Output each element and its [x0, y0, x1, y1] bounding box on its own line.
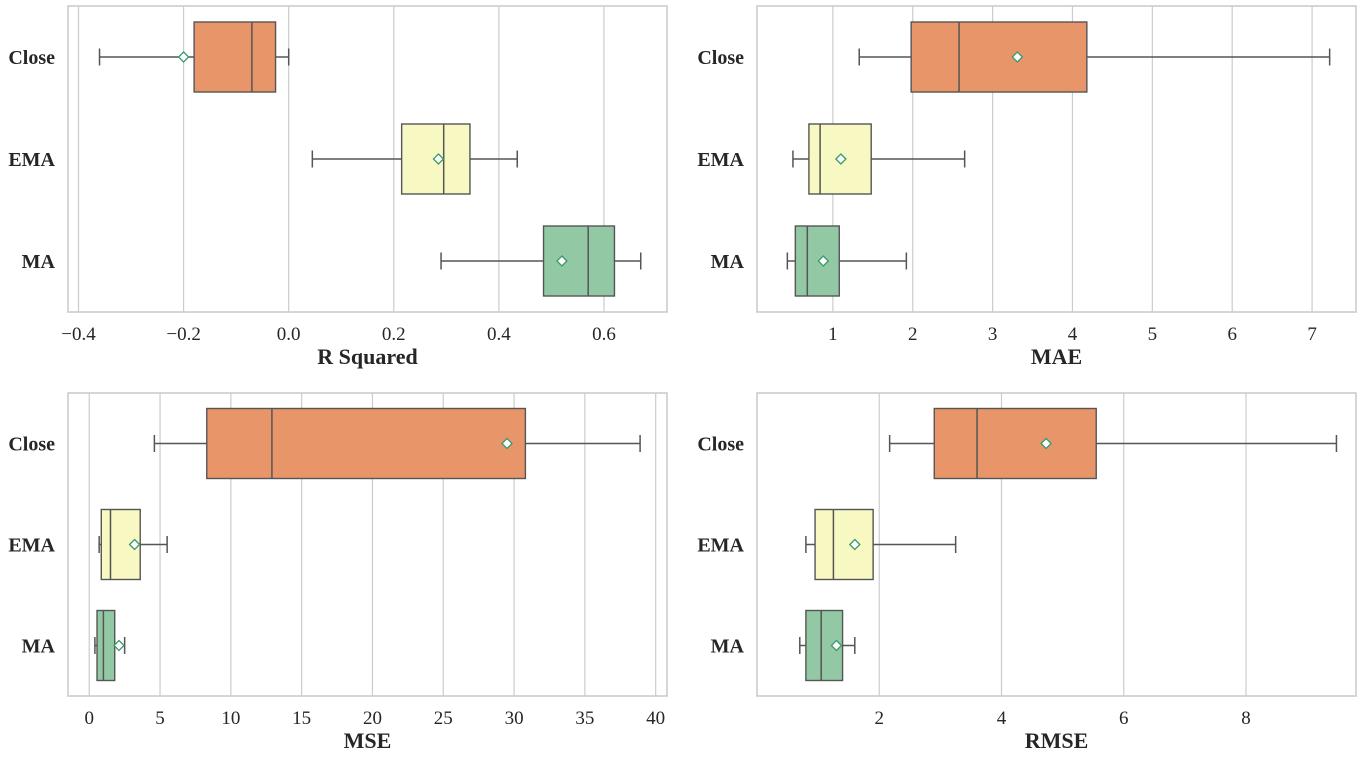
x-tick-label: 2	[874, 708, 884, 729]
x-tick-label: 2	[908, 324, 918, 345]
ma-mean-marker	[555, 255, 568, 267]
x-axis-title: RMSE	[1025, 728, 1089, 753]
category-label-ma: MA	[711, 251, 745, 273]
ema-box	[814, 508, 874, 581]
x-tick-label: 0	[84, 708, 94, 729]
x-tick-label: 6	[1119, 708, 1129, 729]
category-label-ema: EMA	[697, 149, 744, 171]
plot-frame	[67, 392, 668, 697]
x-tick-label: 8	[1241, 708, 1251, 729]
x-axis-title: MSE	[344, 728, 392, 753]
x-axis-title: MAE	[1031, 344, 1082, 369]
x-tick-label: 1	[828, 324, 838, 345]
category-label-close: Close	[697, 47, 744, 69]
ma-box	[794, 225, 840, 297]
ma-mean-marker	[817, 255, 830, 267]
x-tick-label: 0.0	[277, 324, 301, 345]
ma-mean-marker	[113, 639, 125, 652]
x-tick-label: 5	[1148, 324, 1158, 345]
x-tick-label: 4	[1068, 324, 1078, 345]
close-mean-marker	[501, 437, 513, 450]
category-label-ema: EMA	[8, 149, 55, 171]
category-label-ema: EMA	[697, 535, 744, 557]
x-tick-label: 10	[221, 708, 240, 729]
ma-box	[96, 609, 116, 682]
close-mean-marker	[1011, 51, 1024, 63]
plot-frame	[756, 5, 1357, 313]
x-tick-label: −0.4	[61, 324, 96, 345]
ema-mean-marker	[834, 153, 847, 165]
x-axis-title: R Squared	[317, 344, 417, 369]
close-box	[206, 407, 527, 480]
panel-mae: Close EMA MA 1 2 3 4 5 6 7 MAE	[697, 5, 1357, 369]
x-tick-label: 0.4	[487, 324, 511, 345]
x-tick-label: 6	[1227, 324, 1237, 345]
ma-box	[542, 225, 616, 297]
close-mean-marker	[177, 51, 190, 63]
x-tick-label: 20	[363, 708, 382, 729]
category-label-ma: MA	[711, 636, 745, 658]
category-label-close: Close	[8, 434, 55, 456]
category-label-close: Close	[8, 47, 55, 69]
x-tick-label: 35	[575, 708, 594, 729]
ema-mean-marker	[848, 538, 861, 551]
x-tick-label: 15	[292, 708, 311, 729]
close-box	[933, 407, 1097, 480]
x-tick-label: 0.6	[592, 324, 616, 345]
x-tick-label: 7	[1307, 324, 1317, 345]
panel-rmse: Close EMA MA 2 4 6 8 RMSE	[697, 392, 1357, 753]
plot-frame	[756, 392, 1357, 697]
category-label-ma: MA	[22, 636, 56, 658]
ema-mean-marker	[432, 153, 445, 165]
panel-r-squared: Close EMA MA −0.4 −0.2 0.0 0.2 0.4 0.6 R Squared	[8, 5, 668, 369]
x-tick-label: 40	[646, 708, 665, 729]
category-label-close: Close	[697, 434, 744, 456]
x-tick-label: 5	[155, 708, 165, 729]
category-label-ema: EMA	[8, 535, 55, 557]
close-box	[910, 21, 1088, 93]
x-tick-label: 25	[434, 708, 453, 729]
close-box	[193, 21, 277, 93]
x-tick-label: −0.2	[166, 324, 200, 345]
x-tick-label: 30	[505, 708, 524, 729]
category-label-ma: MA	[22, 251, 56, 273]
ma-mean-marker	[830, 639, 843, 652]
close-mean-marker	[1040, 437, 1053, 450]
x-tick-label: 3	[988, 324, 998, 345]
x-tick-label: 4	[997, 708, 1007, 729]
x-tick-label: 0.2	[382, 324, 406, 345]
panel-mse: Close EMA MA 0 5 10 15 20 25 30 35 40 MSE	[8, 392, 668, 753]
ema-mean-marker	[128, 538, 141, 551]
plot-frame	[67, 5, 668, 313]
